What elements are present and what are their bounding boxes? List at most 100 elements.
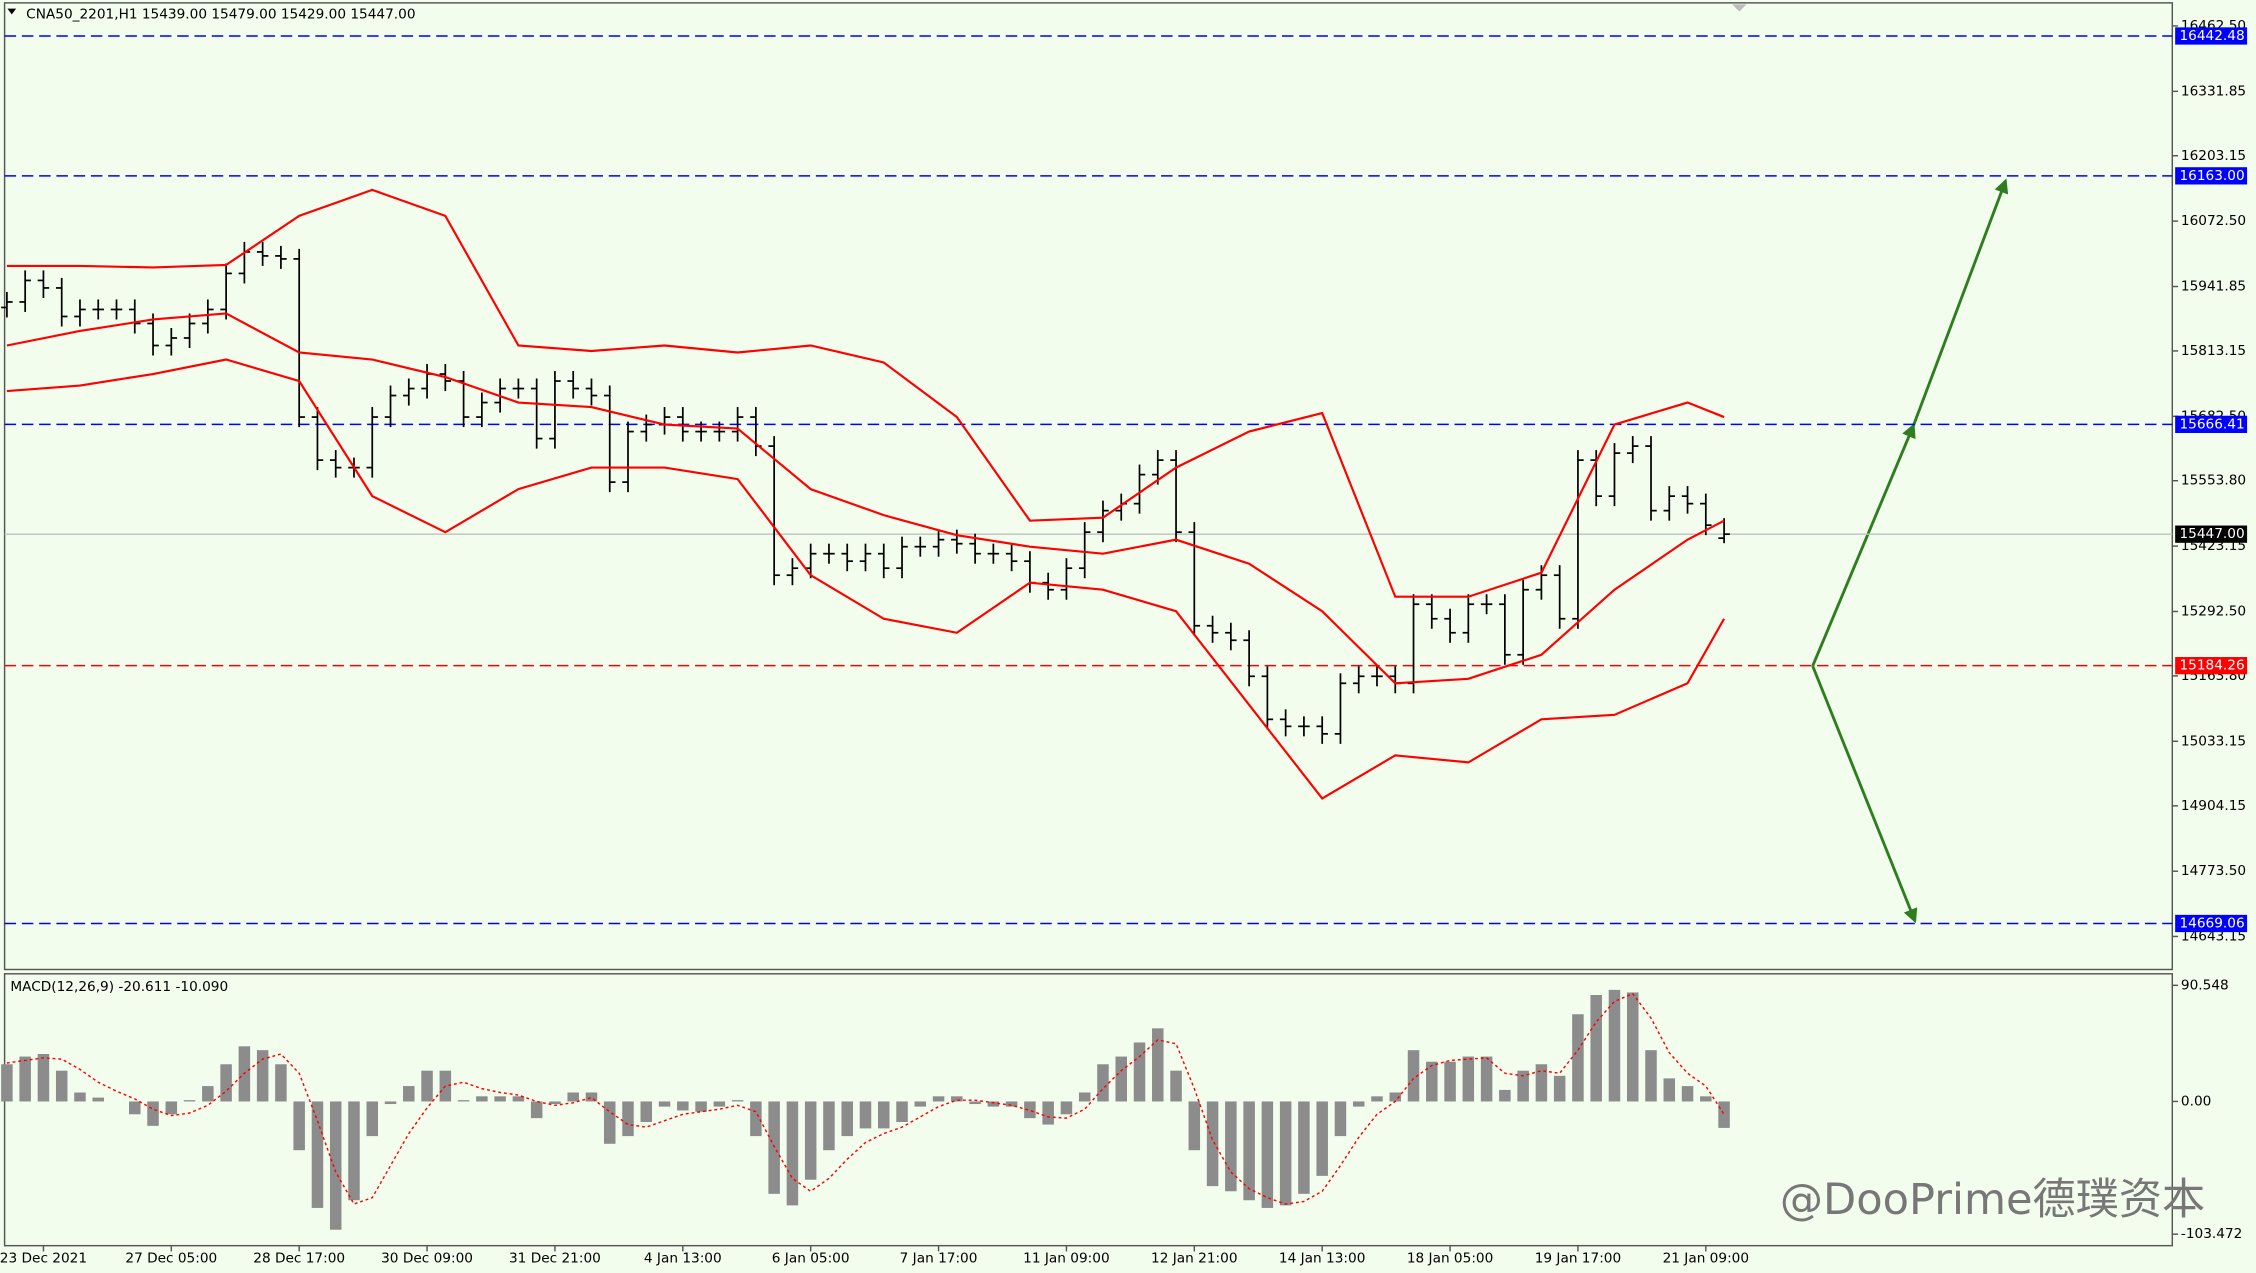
level-label: 15184.26: [2179, 658, 2244, 674]
forecast-arrows: [1811, 178, 2009, 924]
y-tick-label: 15292.50: [2181, 603, 2246, 619]
y-tick-label: 14773.50: [2181, 863, 2246, 879]
y-tick-label: -103.472: [2181, 1226, 2242, 1242]
macd-title: MACD(12,26,9) -20.611 -10.090: [10, 979, 228, 995]
macd-bar: [1170, 1070, 1182, 1102]
macd-bar: [731, 1100, 744, 1102]
level-label: 16163.00: [2179, 168, 2244, 184]
macd-bar: [37, 1054, 50, 1102]
y-tick-label: 90.548: [2181, 977, 2229, 993]
macd-bar: [183, 1100, 196, 1102]
level-label: 15447.00: [2179, 526, 2244, 542]
macd-bar: [1225, 1101, 1237, 1192]
macd-bar: [293, 1101, 305, 1151]
x-tick-label: 12 Jan 21:00: [1151, 1251, 1237, 1267]
macd-bar: [585, 1092, 598, 1102]
y-tick-label: 0.00: [2181, 1093, 2211, 1109]
arrow: [1811, 665, 1918, 924]
macd-bar: [1206, 1101, 1219, 1187]
macd-bar: [530, 1101, 543, 1119]
macd-bar: [914, 1101, 927, 1107]
macd-bar: [1005, 1101, 1018, 1107]
y-tick-label: 14904.15: [2181, 798, 2246, 814]
bollinger-line: [6, 188, 1725, 598]
macd-bar: [476, 1096, 488, 1102]
macd-bar: [1590, 995, 1602, 1102]
macd-bar: [220, 1064, 232, 1102]
x-tick-label: 27 Dec 05:00: [125, 1251, 217, 1267]
macd-bar: [951, 1096, 963, 1102]
macd-bar: [841, 1101, 853, 1137]
macd-bar: [1352, 1101, 1365, 1107]
level-label-box: [2175, 657, 2248, 675]
macd-bar: [1042, 1101, 1054, 1125]
x-tick-label: 21 Jan 09:00: [1663, 1251, 1749, 1267]
macd-bar: [1700, 1096, 1712, 1102]
macd-bar: [549, 1101, 561, 1105]
y-tick-label: 15813.15: [2181, 343, 2246, 359]
level-label-box: [2175, 415, 2248, 433]
macd-bar: [1298, 1101, 1310, 1194]
macd-bar: [1608, 989, 1621, 1102]
level-label-box: [2175, 914, 2248, 933]
x-tick-label: 7 Jan 17:00: [900, 1251, 978, 1267]
macd-bar: [1261, 1101, 1274, 1208]
macd-bar: [202, 1086, 214, 1102]
macd-bar: [1407, 1050, 1420, 1102]
macd-bar: [1681, 1086, 1694, 1102]
x-tick-label: 28 Dec 17:00: [253, 1251, 345, 1267]
x-tick-label: 18 Jan 05:00: [1407, 1251, 1493, 1267]
y-tick-label: 15033.15: [2181, 733, 2246, 749]
macd-bar: [640, 1101, 653, 1122]
x-tick-label: 19 Jan 17:00: [1535, 1251, 1621, 1267]
macd-bar: [494, 1096, 506, 1102]
level-label: 16442.48: [2179, 28, 2244, 44]
chart-title: CNA50_2201,H1 15439.00 15479.00 15429.00…: [26, 6, 415, 22]
macd-bar: [1663, 1078, 1676, 1102]
macd-bar: [987, 1101, 1000, 1107]
macd-bar: [55, 1070, 68, 1102]
macd-bar: [823, 1101, 835, 1151]
macd-bar: [896, 1101, 908, 1122]
macd-bar: [1535, 1064, 1548, 1102]
x-tick-label: 30 Dec 09:00: [381, 1251, 473, 1267]
macd-bar: [1188, 1101, 1201, 1151]
macd-bar: [1462, 1056, 1475, 1102]
macd-bar: [750, 1101, 762, 1137]
y-tick-label: 15553.80: [2181, 473, 2246, 489]
x-tick-label: 31 Dec 21:00: [509, 1251, 601, 1267]
macd-bar: [384, 1101, 397, 1105]
x-tick-label: 6 Jan 05:00: [772, 1251, 850, 1267]
x-tick-label: 11 Jan 09:00: [1023, 1251, 1109, 1267]
macd-bar: [969, 1101, 981, 1105]
macd-bar: [329, 1101, 342, 1230]
macd-bar: [932, 1096, 945, 1102]
shift-marker: [1732, 4, 1747, 12]
arrow: [1912, 178, 2009, 427]
y-tick-label: 16203.15: [2181, 148, 2246, 164]
macd-bar: [311, 1101, 324, 1208]
macd-bar: [878, 1101, 890, 1129]
macd-bar: [1444, 1061, 1456, 1102]
macd-bar: [147, 1101, 159, 1126]
y-tick-label: 14643.15: [2181, 928, 2246, 944]
watermark: @DooPrime德璞资本: [1780, 1175, 2205, 1225]
macd-bar: [1645, 1050, 1657, 1102]
macd-bar: [1499, 1089, 1511, 1102]
macd-bar: [567, 1092, 579, 1102]
macd-bar: [1152, 1028, 1164, 1102]
macd-bar: [1243, 1101, 1255, 1201]
macd-bar: [695, 1101, 707, 1112]
macd-bar: [1480, 1056, 1493, 1102]
level-label: 14669.06: [2179, 915, 2244, 931]
macd-bar: [366, 1101, 379, 1137]
macd-bar: [1553, 1075, 1566, 1102]
macd-bar: [603, 1101, 616, 1144]
level-label-box: [2175, 525, 2248, 543]
level-label-box: [2175, 167, 2248, 185]
y-tick-label: 16072.50: [2181, 213, 2246, 229]
x-tick-label: 14 Jan 13:00: [1279, 1251, 1365, 1267]
signal-line: [6, 992, 1725, 1205]
x-tick-label: 4 Jan 13:00: [644, 1251, 722, 1267]
